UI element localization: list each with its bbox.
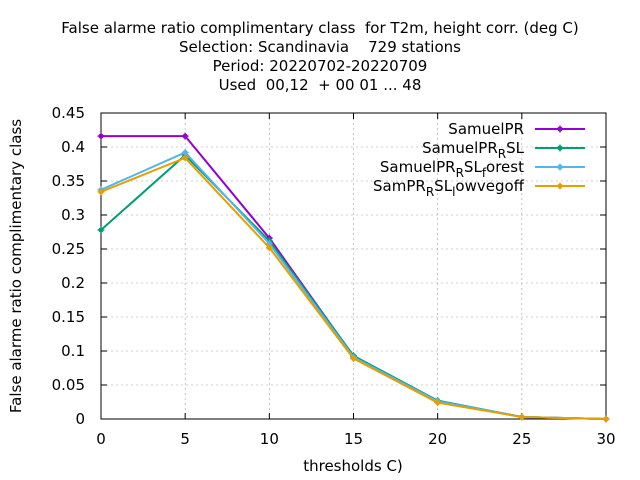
legend-item-4: SamPRRSLlowvegoff	[373, 177, 585, 199]
x-axis-label: thresholds C)	[303, 457, 403, 475]
legend-label: SamuelPRRSLforest	[380, 158, 524, 180]
y-tick-label: 0.15	[52, 308, 85, 326]
y-tick-label: 0.1	[61, 342, 85, 360]
y-tick-label: 0.3	[61, 206, 85, 224]
legend-item-2: SamuelPRRSL	[422, 139, 585, 161]
x-tick-label: 25	[512, 430, 531, 448]
legend-label: SamuelPRRSL	[422, 139, 525, 161]
x-tick-label: 20	[428, 430, 447, 448]
y-tick-label: 0.25	[52, 240, 85, 258]
grid-lines	[101, 113, 606, 419]
x-tick-label: 0	[96, 430, 106, 448]
y-tick-label: 0.35	[52, 172, 85, 190]
plot-frame	[100, 112, 607, 420]
legend-item-1: SamuelPR	[448, 120, 585, 138]
legend: SamuelPRSamuelPRRSLSamuelPRRSLforestSamP…	[373, 120, 585, 199]
chart-title-line-2: Selection: Scandinavia 729 stations	[179, 38, 461, 56]
y-tick-label: 0.45	[52, 104, 85, 122]
chart-title-line-4: Used 00,12 + 00 01 ... 48	[218, 76, 422, 94]
y-tick-label: 0	[75, 410, 85, 428]
x-tick-label: 5	[180, 430, 190, 448]
series-4	[97, 154, 610, 423]
y-axis-label: False alarme ratio complimentary class	[7, 119, 25, 413]
series-2	[97, 151, 610, 423]
legend-label: SamuelPR	[448, 120, 524, 138]
chart-title-line-3: Period: 20220702-20220709	[212, 57, 428, 75]
y-tick-label: 0.05	[52, 376, 85, 394]
y-tick-label: 0.2	[61, 274, 85, 292]
chart-title-line-1: False alarme ratio complimentary class f…	[61, 19, 579, 37]
legend-item-3: SamuelPRRSLforest	[380, 158, 585, 180]
x-tick-label: 30	[596, 430, 615, 448]
x-tick-label: 10	[260, 430, 279, 448]
tick-labels: 0 5 10 15 20 25 30 0 0.05 0.1 0.15 0.2 0.25 0.3 0.35 0.…	[52, 104, 616, 448]
series-layer	[97, 132, 610, 423]
y-tick-label: 0.4	[61, 138, 85, 156]
legend-label: SamPRRSLlowvegoff	[373, 177, 525, 199]
x-tick-label: 15	[344, 430, 363, 448]
